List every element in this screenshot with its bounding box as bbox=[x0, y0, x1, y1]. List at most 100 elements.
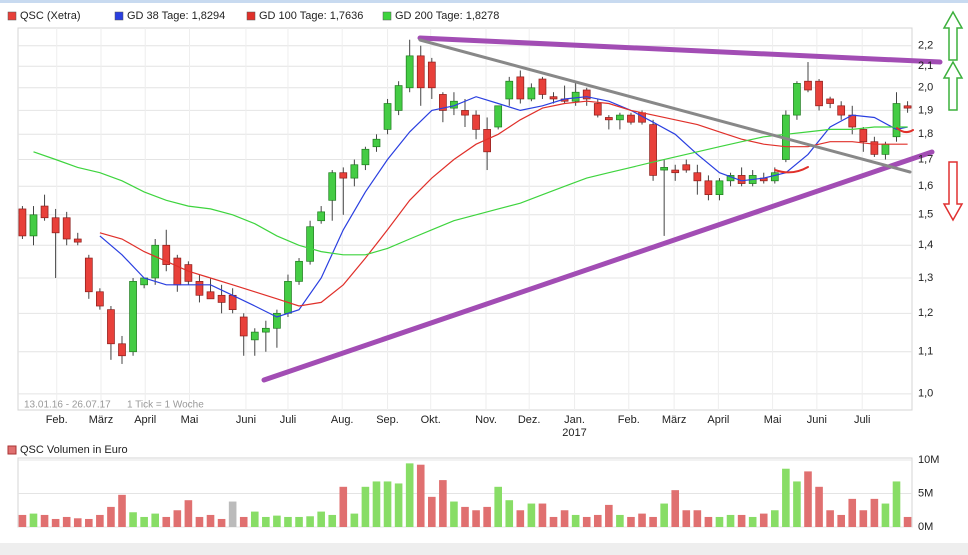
candle-body bbox=[870, 141, 879, 155]
bottom-strip bbox=[0, 543, 968, 555]
candle-body bbox=[317, 211, 326, 222]
volume-bar bbox=[206, 514, 215, 527]
candle-body bbox=[107, 309, 115, 345]
volume-bar bbox=[483, 506, 491, 527]
trend-line bbox=[418, 38, 912, 174]
candle-body bbox=[859, 129, 868, 143]
x-tick-label: Juni bbox=[236, 414, 256, 426]
candle-body bbox=[593, 103, 602, 116]
volume-bar bbox=[18, 514, 27, 527]
volume-bar bbox=[361, 486, 370, 527]
volume-bar bbox=[660, 503, 668, 527]
y-tick-label: 0M bbox=[918, 521, 933, 533]
candle-body bbox=[73, 238, 82, 243]
volume-bar bbox=[494, 486, 502, 527]
candle-body bbox=[881, 143, 890, 155]
volume-bar bbox=[107, 506, 115, 527]
candle-body bbox=[405, 55, 414, 89]
candle-body bbox=[284, 281, 292, 314]
candle-body bbox=[627, 114, 635, 123]
candle-body bbox=[472, 114, 480, 130]
y-tick-label: 2,2 bbox=[918, 40, 933, 52]
legend-swatch bbox=[7, 11, 17, 21]
y-tick-label: 1,2 bbox=[918, 307, 933, 319]
top-border bbox=[0, 0, 968, 3]
volume-bar bbox=[96, 514, 104, 527]
volume-bar bbox=[837, 514, 845, 527]
volume-bar bbox=[649, 516, 657, 527]
volume-bar bbox=[118, 494, 126, 527]
volume-bar bbox=[859, 510, 868, 527]
volume-title: QSC Volumen in Euro bbox=[20, 444, 128, 456]
candle-body bbox=[250, 331, 259, 341]
volume-bar bbox=[748, 516, 757, 527]
candle-body bbox=[837, 105, 846, 116]
up-arrow bbox=[942, 10, 964, 61]
candle-body bbox=[815, 80, 823, 107]
volume-bar bbox=[560, 510, 569, 527]
candle-body bbox=[184, 264, 193, 282]
candle-body bbox=[682, 164, 691, 171]
volume-bar bbox=[605, 504, 613, 527]
candle-body bbox=[295, 260, 303, 282]
volume-bar bbox=[826, 510, 834, 527]
volume-bar bbox=[638, 513, 646, 527]
candle-body bbox=[671, 169, 680, 174]
volume-bar bbox=[704, 516, 713, 527]
y-tick-label: 1,0 bbox=[918, 388, 933, 400]
volume-bar bbox=[140, 516, 148, 527]
volume-bar bbox=[505, 500, 514, 527]
x-tick-label: Mai bbox=[181, 414, 199, 426]
y-tick-label: 1,7 bbox=[918, 153, 933, 165]
x-tick-label: Okt. bbox=[421, 414, 441, 426]
annotation: 1 Tick = 1 Woche bbox=[127, 400, 204, 411]
y-tick-label: 2,0 bbox=[918, 82, 933, 94]
candle-body bbox=[604, 117, 613, 121]
volume-bar bbox=[582, 516, 591, 527]
volume-bar bbox=[306, 516, 314, 527]
marks bbox=[18, 39, 912, 527]
volume-bar bbox=[239, 516, 248, 527]
volume-bar bbox=[151, 513, 159, 527]
candle-body bbox=[439, 94, 447, 111]
volume-bar bbox=[815, 486, 823, 527]
x-tick-label: März bbox=[662, 414, 686, 426]
volume-bar bbox=[416, 464, 425, 527]
candle-body bbox=[903, 105, 912, 109]
candle-body bbox=[616, 114, 624, 121]
up-arrow bbox=[942, 60, 964, 111]
candle-body bbox=[96, 291, 104, 307]
curve-mark bbox=[774, 166, 809, 174]
volume-bar bbox=[571, 514, 580, 527]
volume-bar bbox=[85, 518, 93, 527]
volume-bar bbox=[516, 510, 525, 527]
candle-body bbox=[195, 281, 204, 296]
legend-label: GD 38 Tage: 1,8294 bbox=[127, 10, 225, 22]
candle-body bbox=[582, 89, 591, 100]
candle-body bbox=[29, 214, 38, 237]
legend-label: QSC (Xetra) bbox=[20, 10, 81, 22]
volume-bar bbox=[295, 516, 303, 527]
volume-bar bbox=[726, 514, 735, 527]
candle-body bbox=[505, 80, 514, 100]
volume-bar bbox=[693, 510, 702, 527]
candle-body bbox=[804, 80, 812, 91]
legend-swatch bbox=[114, 11, 124, 21]
labels: 13.01.16 - 26.07.17 1 Tick = 1 Woche QSC… bbox=[7, 10, 939, 533]
candle-body bbox=[328, 172, 337, 201]
candle-body bbox=[372, 138, 381, 148]
x-tick-label: April bbox=[134, 414, 156, 426]
volume-bar bbox=[228, 501, 237, 527]
x-tick-label: Juli bbox=[280, 414, 297, 426]
candle-body bbox=[571, 91, 580, 102]
curve-mark bbox=[896, 127, 914, 134]
trend-line bbox=[417, 35, 943, 65]
x-tick-label: Feb. bbox=[618, 414, 640, 426]
volume-bar bbox=[616, 514, 624, 527]
volume-bar bbox=[350, 513, 359, 527]
volume-bar bbox=[715, 516, 724, 527]
candle-body bbox=[394, 85, 403, 111]
volume-bar bbox=[682, 510, 691, 527]
volume-bar bbox=[527, 503, 536, 527]
candle-body bbox=[516, 76, 525, 100]
